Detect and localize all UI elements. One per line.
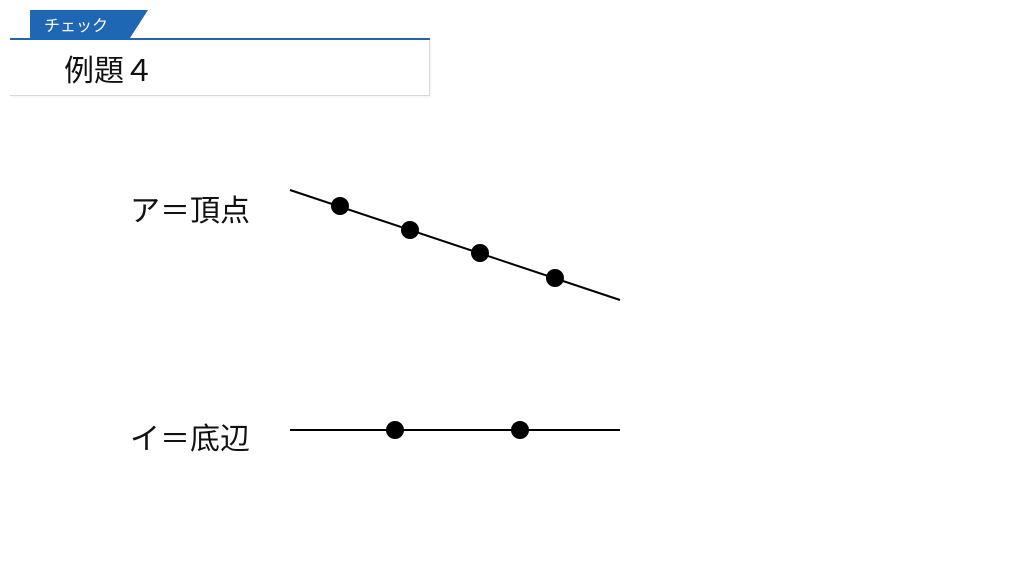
page-title: 例題４ — [64, 46, 154, 90]
vertex-dot — [401, 221, 419, 239]
base-dot — [511, 421, 529, 439]
vertex-dot — [471, 244, 489, 262]
vertex-dot — [546, 269, 564, 287]
label-i-base: イ＝底辺 — [130, 414, 250, 458]
check-tab: チェック — [30, 10, 130, 38]
dots-base-group — [386, 421, 529, 439]
title-box: 例題４ — [10, 40, 430, 96]
dots-vertex-group — [331, 197, 564, 287]
check-tab-triangle — [130, 10, 148, 38]
line-vertex — [290, 190, 620, 300]
label-a-vertex: ア＝頂点 — [130, 186, 250, 230]
check-tab-label: チェック — [30, 12, 130, 36]
base-dot — [386, 421, 404, 439]
vertex-dot — [331, 197, 349, 215]
